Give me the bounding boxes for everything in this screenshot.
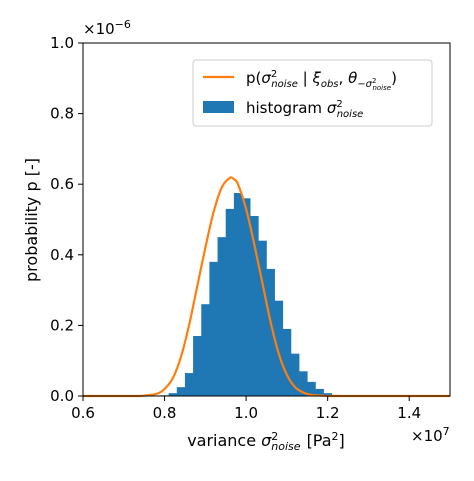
legend-histogram-label: histogram σ2 noise xyxy=(246,99,363,120)
x-tick-label: 1.4 xyxy=(397,404,421,422)
y-tick-label: 0.0 xyxy=(50,387,74,405)
y-tick-label: 0.2 xyxy=(50,316,74,334)
histogram-bar xyxy=(242,198,251,396)
y-tick-label: 0.6 xyxy=(50,175,74,193)
y-tick-label: 0.4 xyxy=(50,246,74,264)
histogram-bar xyxy=(315,388,324,396)
histogram-bar xyxy=(193,335,202,396)
y-offset-label: ×10−6 xyxy=(83,18,131,38)
x-tick-label: 1.0 xyxy=(234,404,258,422)
histogram-bar xyxy=(299,371,308,396)
legend-histogram-swatch xyxy=(203,101,234,113)
legend: p(σ2 noise | ξobs, θ−σ2 noise) histogram σ… xyxy=(192,59,433,127)
x-tick-label: 0.8 xyxy=(153,404,177,422)
y-tick-label: 0.8 xyxy=(50,105,74,123)
y-axis-label: probability p [-] xyxy=(22,158,41,282)
density-curve-line xyxy=(83,176,450,398)
legend-line-label: p(σ2 noise | ξobs, θ−σ2 noise) xyxy=(246,69,397,92)
histogram-bar xyxy=(290,353,300,396)
histogram-bar xyxy=(217,237,227,396)
histogram-bar xyxy=(168,393,178,396)
y-axis-ticks: 0.0 0.2 0.4 0.6 0.8 1.0 xyxy=(50,34,83,405)
x-axis-label: variance σ2 noise [Pa2] xyxy=(187,430,345,453)
x-axis-ticks: 0.6 0.8 1.0 1.2 1.4 xyxy=(71,396,421,422)
histogram-bar xyxy=(209,261,218,396)
histogram-bar xyxy=(282,328,292,396)
histogram-bar xyxy=(225,208,235,396)
x-tick-label: 0.6 xyxy=(71,404,95,422)
histogram-bar xyxy=(323,393,333,396)
histogram-bar xyxy=(233,193,243,396)
histogram-bar xyxy=(307,381,316,396)
histogram-bar xyxy=(176,387,186,396)
histogram-bars xyxy=(160,193,341,396)
histogram-bar xyxy=(258,240,267,396)
x-offset-label: ×107 xyxy=(411,425,450,445)
legend-box xyxy=(192,59,433,127)
x-tick-label: 1.2 xyxy=(316,404,340,422)
histogram-bar xyxy=(274,300,284,396)
histogram-bar xyxy=(184,373,194,396)
plot-frame xyxy=(82,42,451,397)
histogram-bar xyxy=(266,268,275,396)
y-tick-label: 1.0 xyxy=(50,34,74,52)
histogram-bar xyxy=(201,304,210,396)
histogram-bar xyxy=(250,215,259,396)
